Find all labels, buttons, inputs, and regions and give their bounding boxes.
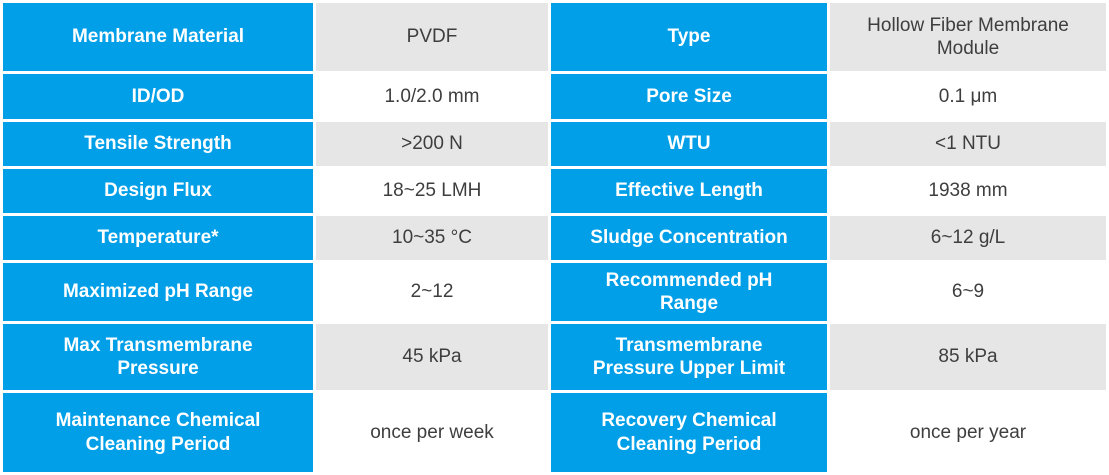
- value-maximized-ph-range: 2~12: [316, 263, 548, 321]
- label-temperature: Temperature*: [3, 216, 313, 260]
- label-effective-length: Effective Length: [551, 169, 827, 213]
- table-row: Membrane Material PVDF Type Hollow Fiber…: [3, 3, 1106, 71]
- label-max-transmembrane-pressure: Max Transmembrane Pressure: [3, 324, 313, 390]
- table-row: Design Flux 18~25 LMH Effective Length 1…: [3, 169, 1106, 213]
- value-transmembrane-pressure-upper-limit: 85 kPa: [830, 324, 1106, 390]
- value-max-transmembrane-pressure: 45 kPa: [316, 324, 548, 390]
- value-sludge-concentration: 6~12 g/L: [830, 216, 1106, 260]
- table-row: Max Transmembrane Pressure 45 kPa Transm…: [3, 324, 1106, 390]
- label-transmembrane-pressure-upper-limit: Transmembrane Pressure Upper Limit: [551, 324, 827, 390]
- table-row: Temperature* 10~35 °C Sludge Concentrati…: [3, 216, 1106, 260]
- label-pore-size: Pore Size: [551, 74, 827, 119]
- value-temperature: 10~35 °C: [316, 216, 548, 260]
- label-sludge-concentration: Sludge Concentration: [551, 216, 827, 260]
- label-maximized-ph-range: Maximized pH Range: [3, 263, 313, 321]
- value-type: Hollow Fiber Membrane Module: [830, 3, 1106, 71]
- value-recommended-ph-range: 6~9: [830, 263, 1106, 321]
- table-row: Maintenance Chemical Cleaning Period onc…: [3, 393, 1106, 472]
- label-id-od: ID/OD: [3, 74, 313, 119]
- label-recommended-ph-range: Recommended pH Range: [551, 263, 827, 321]
- value-wtu: <1 NTU: [830, 122, 1106, 166]
- value-membrane-material: PVDF: [316, 3, 548, 71]
- value-recovery-chemical-cleaning-period: once per year: [830, 393, 1106, 472]
- value-id-od: 1.0/2.0 mm: [316, 74, 548, 119]
- table-row: ID/OD 1.0/2.0 mm Pore Size 0.1 μm: [3, 74, 1106, 119]
- label-tensile-strength: Tensile Strength: [3, 122, 313, 166]
- label-wtu: WTU: [551, 122, 827, 166]
- label-type: Type: [551, 3, 827, 71]
- label-maintenance-chemical-cleaning-period: Maintenance Chemical Cleaning Period: [3, 393, 313, 472]
- value-maintenance-chemical-cleaning-period: once per week: [316, 393, 548, 472]
- table-row: Tensile Strength >200 N WTU <1 NTU: [3, 122, 1106, 166]
- value-design-flux: 18~25 LMH: [316, 169, 548, 213]
- label-design-flux: Design Flux: [3, 169, 313, 213]
- label-membrane-material: Membrane Material: [3, 3, 313, 71]
- table-row: Maximized pH Range 2~12 Recommended pH R…: [3, 263, 1106, 321]
- value-pore-size: 0.1 μm: [830, 74, 1106, 119]
- label-recovery-chemical-cleaning-period: Recovery Chemical Cleaning Period: [551, 393, 827, 472]
- value-effective-length: 1938 mm: [830, 169, 1106, 213]
- value-tensile-strength: >200 N: [316, 122, 548, 166]
